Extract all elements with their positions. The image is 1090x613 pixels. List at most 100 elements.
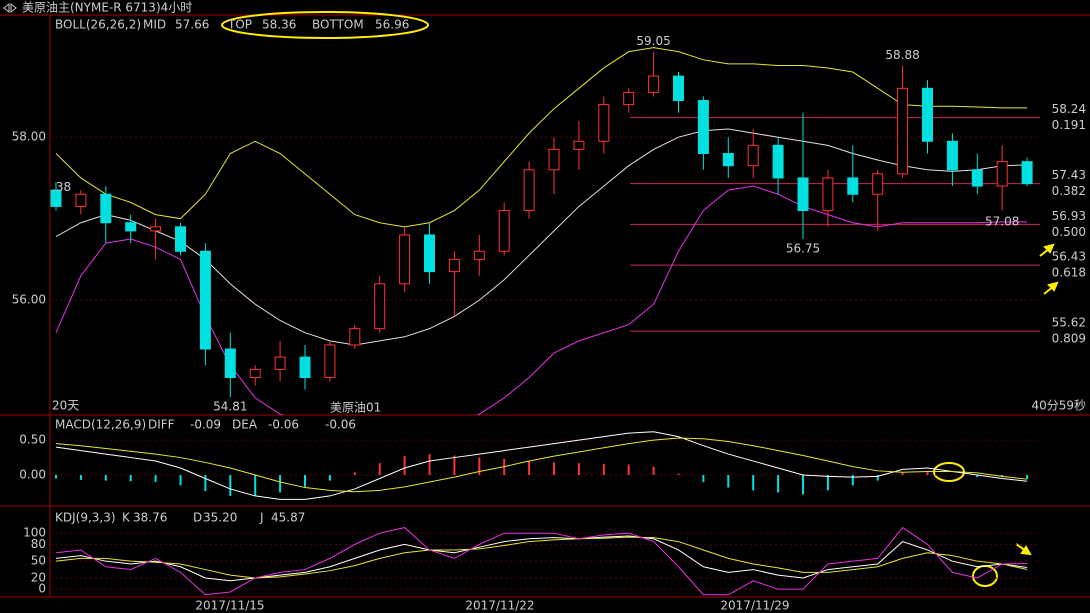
menu-icon[interactable] xyxy=(3,2,17,14)
candle-body xyxy=(922,87,933,142)
legend-name: BOTTOM xyxy=(312,18,364,32)
candle-body xyxy=(473,250,485,260)
indicator-line xyxy=(55,526,1028,596)
legend-name: K xyxy=(122,511,131,525)
indicator-line xyxy=(55,185,1028,415)
indicator-line xyxy=(55,437,1028,493)
candle-body xyxy=(224,348,236,379)
date-label: 2017/11/29 xyxy=(720,599,789,613)
legend-value: 57.66 xyxy=(175,18,209,32)
price-annotation: 56.75 xyxy=(786,242,820,256)
candle-body xyxy=(797,177,809,212)
window-title: 美原油主(NYME-R 6713)4小时 xyxy=(22,1,192,15)
legend-value: -0.06 xyxy=(268,418,299,432)
fib-ratio: 0.618 xyxy=(1052,266,1086,280)
candle-body xyxy=(125,222,137,232)
candle-body xyxy=(548,148,560,171)
countdown: 40分59秒 xyxy=(1031,399,1086,413)
fib-price: 57.43 xyxy=(1052,168,1086,182)
y-tick-label: 56.00 xyxy=(12,293,46,307)
candle-body xyxy=(697,100,709,154)
candle-body xyxy=(648,75,660,93)
candle-body xyxy=(722,152,734,167)
y-tick-label: 80 xyxy=(31,537,46,551)
indicator-title: MACD(12,26,9) xyxy=(55,418,146,432)
candle-body xyxy=(897,87,909,175)
candle-body xyxy=(623,91,635,106)
legend-value: 45.87 xyxy=(271,511,305,525)
legend-value: -0.06 xyxy=(325,418,356,432)
legend-name: DEA xyxy=(232,418,258,432)
y-tick-label: 50 xyxy=(31,554,46,568)
highlight-ellipse xyxy=(221,11,429,39)
candle-body xyxy=(75,193,87,207)
candle-body xyxy=(847,177,859,195)
candle-body xyxy=(448,258,460,273)
y-tick-label: 100 xyxy=(23,526,46,540)
indicator-title: BOLL(26,26,2) xyxy=(55,18,141,32)
candle-body xyxy=(374,283,386,330)
candle-body xyxy=(299,356,311,379)
candle-body xyxy=(822,177,834,212)
legend-value: -0.09 xyxy=(190,418,221,432)
price-annotation: 58.88 xyxy=(885,48,919,62)
legend-name: DIFF xyxy=(148,418,175,432)
fib-price: 58.24 xyxy=(1052,102,1086,116)
candle-body xyxy=(772,144,784,179)
candle-body xyxy=(971,169,983,187)
fib-ratio: 0.191 xyxy=(1052,118,1086,132)
legend-name: MID xyxy=(143,18,166,32)
arrow-head xyxy=(1047,281,1059,292)
symbol-label: 美原油01 xyxy=(330,401,381,415)
panel-borders xyxy=(0,14,1090,598)
indicator-line xyxy=(55,431,1028,500)
legend-value: 35.20 xyxy=(203,511,237,525)
fib-price: 56.93 xyxy=(1052,209,1086,223)
y-tick-label: 0.00 xyxy=(19,468,46,482)
y-tick-label: 58.00 xyxy=(12,130,46,144)
price-annotation: 59.05 xyxy=(636,34,670,48)
period-label: 20天 xyxy=(52,399,79,413)
indicator-line xyxy=(55,47,1028,228)
candle-body xyxy=(100,193,112,224)
candle-body xyxy=(274,356,286,370)
candle-body xyxy=(498,210,510,252)
indicator-line xyxy=(55,535,1028,582)
fib-ratio: 0.382 xyxy=(1052,184,1086,198)
price-annotation: 57.08 xyxy=(985,215,1019,229)
y-tick-label: 0.50 xyxy=(19,433,46,447)
indicator-line xyxy=(55,536,1028,579)
fib-ratio: 0.500 xyxy=(1052,225,1086,239)
candle-body xyxy=(598,104,610,142)
indicator-title: KDJ(9,3,3) xyxy=(55,511,116,525)
candle-body xyxy=(747,144,759,167)
date-label: 2017/11/15 xyxy=(195,599,264,613)
candle-body xyxy=(324,344,336,379)
candle-body xyxy=(349,328,361,346)
arrow-head xyxy=(1043,243,1055,254)
candle-body xyxy=(673,75,684,102)
y-tick-label: 20 xyxy=(31,570,46,584)
y-tick-label: 0 xyxy=(38,582,46,596)
arrows xyxy=(1015,243,1059,556)
fib-ratio: 0.809 xyxy=(1052,332,1086,346)
indicator-line xyxy=(55,128,1028,346)
candle-body xyxy=(1021,161,1033,185)
candle-body xyxy=(249,368,261,379)
legend-value: 58.36 xyxy=(262,18,296,32)
candle-body xyxy=(996,161,1008,187)
candle-body xyxy=(150,226,162,232)
arrow-head xyxy=(1020,545,1032,556)
legend-name: TOP xyxy=(227,18,252,32)
legend-value: 56.96 xyxy=(375,18,409,32)
candle-body xyxy=(872,173,884,195)
legend-name: J xyxy=(259,511,264,525)
date-label: 2017/11/22 xyxy=(465,599,534,613)
candle-body xyxy=(424,234,435,273)
fib-price: 56.43 xyxy=(1052,250,1086,264)
candle-body xyxy=(50,189,62,207)
candle-body xyxy=(199,250,211,350)
